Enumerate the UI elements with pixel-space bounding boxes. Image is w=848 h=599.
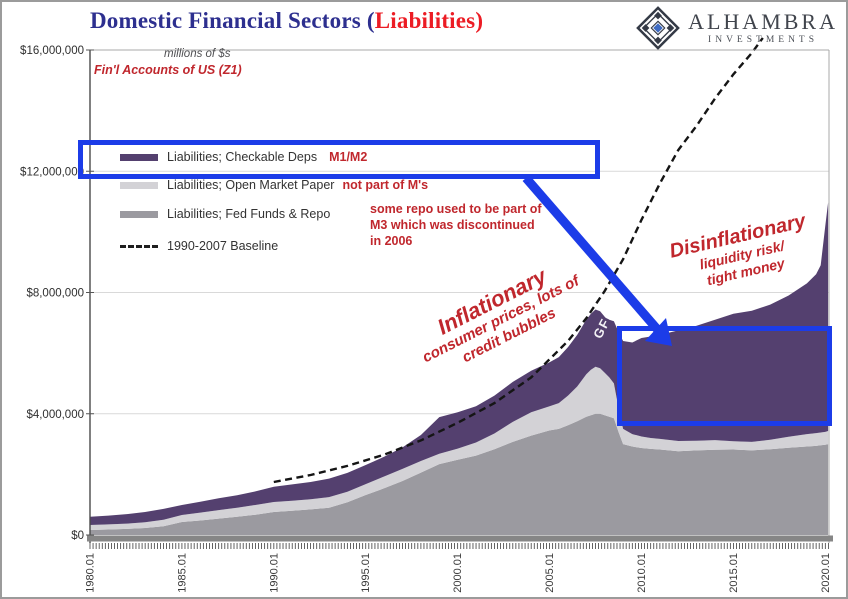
svg-text:1995.01: 1995.01 — [360, 553, 372, 593]
legend-item-baseline: 1990-2007 Baseline — [120, 239, 278, 253]
legend-swatch-fed-funds-repo — [120, 210, 158, 218]
svg-text:2015.01: 2015.01 — [728, 553, 740, 593]
highlight-rect-legend — [78, 140, 600, 179]
legend-item-fed-funds-repo: Liabilities; Fed Funds & Repo — [120, 207, 330, 221]
svg-text:2020.01: 2020.01 — [820, 553, 832, 593]
legend-label: Liabilities; Fed Funds & Repo — [167, 207, 331, 221]
svg-text:2000.01: 2000.01 — [452, 553, 464, 593]
legend-swatch-open-market-paper — [120, 181, 158, 189]
legend-item-checkable-deps: Liabilities; Checkable Deps M1/M2 — [120, 150, 367, 164]
highlight-rect-area — [617, 326, 832, 426]
baseline-dashed-line — [273, 37, 764, 484]
axes — [86, 49, 833, 549]
axis-tick-labels: $0 $4,000,000 $8,000,000 $12,000,000 $16,000… — [20, 45, 832, 593]
title-paren: ) — [475, 8, 484, 33]
logo-name: ALHAMBRA — [688, 8, 838, 34]
svg-text:1980.01: 1980.01 — [85, 553, 97, 593]
svg-text:$12,000,000: $12,000,000 — [20, 166, 84, 178]
legend-note-m1-m2: M1/M2 — [329, 150, 368, 164]
legend-label: 1990-2007 Baseline — [167, 239, 279, 253]
legend-note-not-part-of-ms: not part of M's — [342, 178, 429, 192]
svg-text:$16,000,000: $16,000,000 — [20, 45, 84, 57]
svg-text:$0: $0 — [71, 530, 84, 542]
legend-item-open-market-paper: Liabilities; Open Market Paper not part … — [120, 178, 428, 192]
legend-swatch-baseline-dash — [120, 244, 158, 248]
highlight-arrow — [522, 175, 672, 346]
title-main: Domestic Financial Sectors ( — [90, 8, 375, 33]
svg-text:2010.01: 2010.01 — [636, 553, 648, 593]
units-note: millions of $s — [164, 48, 231, 60]
legend-swatch-checkable-deps — [120, 153, 158, 161]
svg-text:1985.01: 1985.01 — [176, 553, 188, 593]
svg-text:2005.01: 2005.01 — [544, 553, 556, 593]
legend-label: Liabilities; Checkable Deps — [167, 150, 318, 164]
page-title: Domestic Financial Sectors (Liabilities) — [90, 8, 483, 34]
svg-text:$4,000,000: $4,000,000 — [26, 409, 84, 421]
svg-text:1990.01: 1990.01 — [268, 553, 280, 593]
legend-label: Liabilities; Open Market Paper — [167, 178, 335, 192]
source-note: Fin'l Accounts of US (Z1) — [94, 63, 242, 77]
legend-note-repo-m3: some repo used to be part of M3 which wa… — [370, 202, 542, 248]
title-liabilities: Liabilities — [374, 8, 476, 33]
svg-text:$8,000,000: $8,000,000 — [26, 288, 84, 300]
alhambra-diamond-icon — [636, 6, 680, 50]
stacked-areas — [90, 202, 829, 535]
